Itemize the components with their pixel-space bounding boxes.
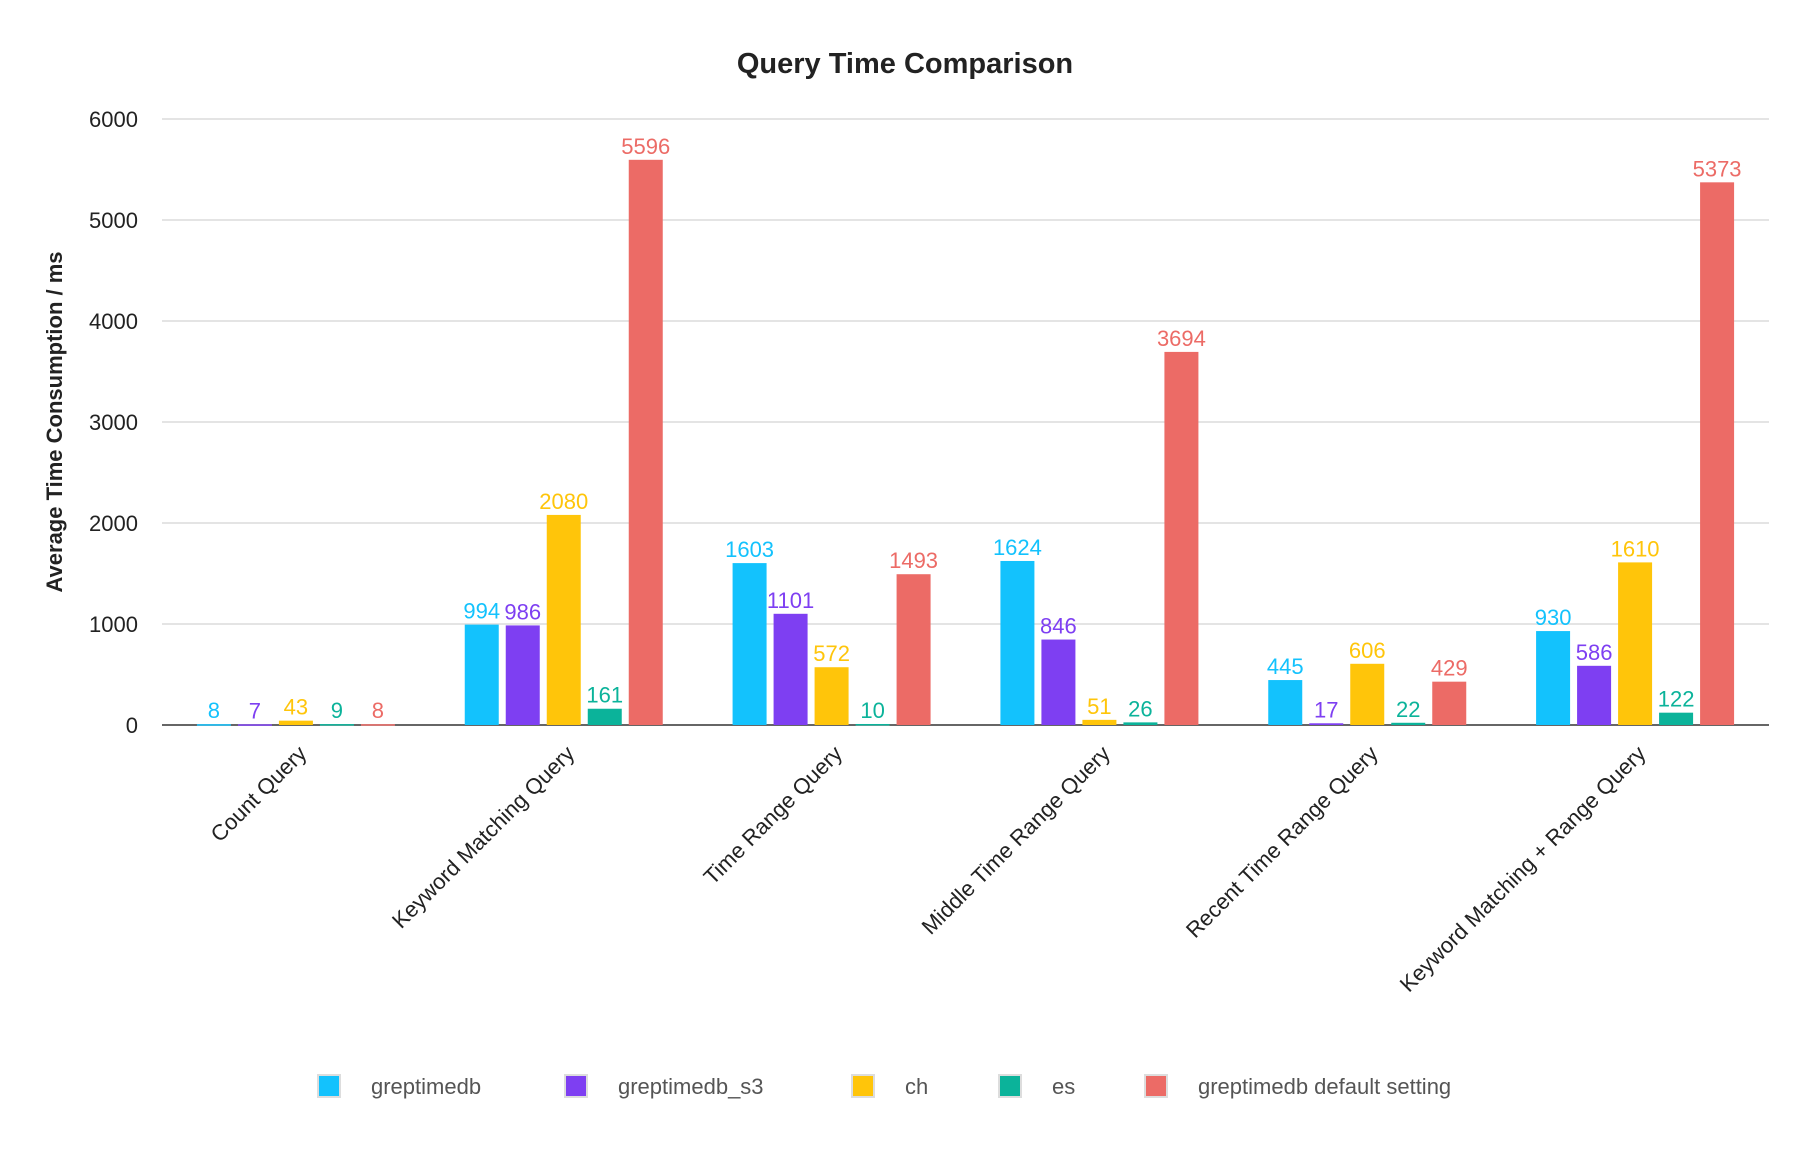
bar-ch[interactable] bbox=[546, 514, 581, 725]
data-label: 26 bbox=[1128, 696, 1152, 721]
bar-greptimedb-s3[interactable] bbox=[1577, 665, 1612, 725]
bar-es[interactable] bbox=[1123, 722, 1158, 725]
data-label: 161 bbox=[586, 683, 623, 708]
data-label: 930 bbox=[1535, 605, 1572, 630]
data-label: 846 bbox=[1040, 614, 1077, 639]
data-label: 606 bbox=[1349, 638, 1386, 663]
data-label: 9 bbox=[331, 698, 343, 723]
data-label: 10 bbox=[860, 698, 884, 723]
data-label: 5373 bbox=[1693, 156, 1742, 181]
y-tick-label: 6000 bbox=[89, 107, 138, 132]
bar-es[interactable] bbox=[319, 724, 354, 726]
legend-label: ch bbox=[905, 1074, 928, 1099]
bar-ch[interactable] bbox=[278, 720, 313, 725]
data-label: 986 bbox=[504, 599, 541, 624]
legend-swatch bbox=[851, 1074, 875, 1098]
bar-ch[interactable] bbox=[1350, 663, 1385, 725]
chart-title: Query Time Comparison bbox=[737, 48, 1073, 80]
y-tick-label: 2000 bbox=[89, 511, 138, 536]
bar-greptimedb-default-setting[interactable] bbox=[896, 574, 931, 725]
y-tick-label: 5000 bbox=[89, 208, 138, 233]
legend-label: greptimedb bbox=[371, 1074, 481, 1099]
bar-greptimedb[interactable] bbox=[464, 624, 499, 725]
y-axis-label: Average Time Consumption / ms bbox=[42, 251, 67, 592]
bar-greptimedb-s3[interactable] bbox=[237, 724, 272, 726]
bar-es[interactable] bbox=[1659, 712, 1694, 725]
bar-greptimedb[interactable] bbox=[1536, 631, 1571, 725]
bar-greptimedb-s3[interactable] bbox=[505, 625, 540, 725]
y-tick-label: 1000 bbox=[89, 612, 138, 637]
legend-item[interactable]: ch bbox=[851, 1074, 928, 1099]
bar-greptimedb[interactable] bbox=[196, 724, 231, 726]
bar-greptimedb-default-setting[interactable] bbox=[360, 724, 395, 726]
legend-label: es bbox=[1052, 1074, 1075, 1099]
data-label: 586 bbox=[1576, 640, 1613, 665]
legend-swatch bbox=[564, 1074, 588, 1098]
data-label: 429 bbox=[1431, 656, 1468, 681]
legend-label: greptimedb_s3 bbox=[618, 1074, 764, 1099]
x-tick-label: Count Query bbox=[206, 741, 312, 847]
data-label: 572 bbox=[813, 641, 850, 666]
legend-item[interactable]: greptimedb default setting bbox=[1144, 1074, 1451, 1099]
bar-greptimedb[interactable] bbox=[1268, 680, 1303, 725]
y-tick-label: 3000 bbox=[89, 410, 138, 435]
bar-es[interactable] bbox=[1391, 722, 1426, 725]
data-label: 1610 bbox=[1611, 536, 1660, 561]
data-label: 51 bbox=[1087, 694, 1111, 719]
legend-swatch bbox=[317, 1074, 341, 1098]
bar-greptimedb-s3[interactable] bbox=[1041, 639, 1076, 725]
data-label: 5596 bbox=[621, 134, 670, 159]
data-label: 8 bbox=[372, 698, 384, 723]
data-label: 1603 bbox=[725, 537, 774, 562]
data-label: 22 bbox=[1396, 697, 1420, 722]
bar-greptimedb-default-setting[interactable] bbox=[1164, 351, 1199, 725]
bar-greptimedb-default-setting[interactable] bbox=[628, 159, 663, 725]
x-tick-label: Time Range Query bbox=[699, 741, 848, 890]
data-label: 7 bbox=[249, 698, 261, 723]
x-tick-label: Keyword Matching Query bbox=[387, 741, 579, 933]
bar-greptimedb-default-setting[interactable] bbox=[1432, 681, 1467, 725]
bar-ch[interactable] bbox=[814, 667, 849, 725]
x-tick-label: Middle Time Range Query bbox=[917, 741, 1115, 939]
data-label: 43 bbox=[284, 695, 308, 720]
data-label: 17 bbox=[1314, 697, 1338, 722]
data-label: 994 bbox=[463, 599, 500, 624]
bar-greptimedb[interactable] bbox=[1000, 560, 1035, 725]
data-label: 8 bbox=[208, 698, 220, 723]
bar-es[interactable] bbox=[855, 723, 890, 726]
y-tick-label: 4000 bbox=[89, 309, 138, 334]
data-label: 1101 bbox=[767, 588, 814, 613]
legend-item[interactable]: es bbox=[998, 1074, 1075, 1099]
legend-swatch bbox=[1144, 1074, 1168, 1098]
x-tick-label: Keyword Matching + Range Query bbox=[1395, 741, 1651, 997]
bar-greptimedb-s3[interactable] bbox=[773, 613, 808, 725]
data-label: 3694 bbox=[1157, 326, 1206, 351]
data-label: 122 bbox=[1658, 687, 1695, 712]
x-tick-label: Recent Time Range Query bbox=[1181, 741, 1383, 943]
data-label: 2080 bbox=[539, 489, 588, 514]
data-label: 1493 bbox=[889, 548, 938, 573]
legend-item[interactable]: greptimedb bbox=[317, 1074, 481, 1099]
bar-greptimedb-s3[interactable] bbox=[1309, 723, 1344, 725]
bar-greptimedb[interactable] bbox=[732, 563, 767, 725]
data-label: 445 bbox=[1267, 654, 1304, 679]
bar-es[interactable] bbox=[587, 708, 622, 725]
data-label: 1624 bbox=[993, 535, 1042, 560]
bar-ch[interactable] bbox=[1618, 562, 1653, 725]
y-tick-label: 0 bbox=[126, 713, 138, 738]
legend-label: greptimedb default setting bbox=[1198, 1074, 1451, 1099]
bar-greptimedb-default-setting[interactable] bbox=[1700, 182, 1735, 725]
legend-swatch bbox=[998, 1074, 1022, 1098]
legend-item[interactable]: greptimedb_s3 bbox=[564, 1074, 764, 1099]
bar-ch[interactable] bbox=[1082, 719, 1117, 725]
